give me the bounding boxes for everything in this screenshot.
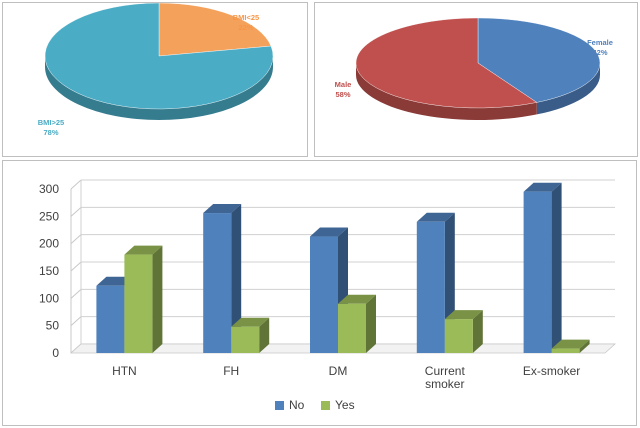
bar-front <box>523 191 552 353</box>
bar-side <box>579 339 590 353</box>
pie-slice-male <box>355 17 538 109</box>
legend-label-yes: Yes <box>335 398 355 412</box>
risk-factor-bar-panel: 0 50 100 150 200 250 300 HTN FH DM Current smoker Ex… <box>2 160 637 426</box>
bar-yes-current-smoker <box>444 310 483 353</box>
grid-diagonal <box>70 179 82 190</box>
pie-slice-bmi-25 <box>158 3 272 57</box>
grid-diagonal <box>70 288 82 299</box>
bar-side <box>366 294 376 353</box>
bar-top <box>231 317 270 327</box>
x-tick-label-fh: FH <box>223 364 239 378</box>
bar-no-fh <box>203 204 242 353</box>
legend-swatch-yes <box>321 401 330 410</box>
y-tick-label: 200 <box>39 237 59 251</box>
y-tick-label: 100 <box>39 291 59 305</box>
pie-side-female <box>536 63 600 115</box>
y-tick-label: 50 <box>46 319 60 333</box>
legend-label-no: No <box>289 398 305 412</box>
legend: No Yes <box>275 398 355 412</box>
bar-front <box>96 285 125 353</box>
bar-yes-fh <box>231 317 270 353</box>
bar-side <box>259 317 270 353</box>
y-tick-label: 250 <box>39 209 59 223</box>
x-tick-label-dm: DM <box>329 364 348 378</box>
x-tick-label-htn: HTN <box>112 364 137 378</box>
bar-front <box>310 236 338 353</box>
pie-pct-female: 42% <box>592 48 607 57</box>
bar-front <box>203 213 232 353</box>
bar-side <box>231 204 242 353</box>
grid-diagonal <box>70 261 82 272</box>
pie-label-male: Male <box>335 80 352 89</box>
pie-pct-male: 58% <box>335 90 350 99</box>
bar-yes-dm <box>338 294 376 353</box>
pie-slice-female <box>477 17 601 103</box>
y-tick-label: 0 <box>52 346 59 360</box>
bar-yes-htn <box>124 245 163 353</box>
grid-diagonal <box>70 206 82 217</box>
bar-yes-ex-smoker <box>551 339 590 353</box>
bar-side <box>152 245 163 353</box>
bar-front <box>551 348 580 353</box>
bar-no-ex-smoker <box>523 182 562 353</box>
y-tick-label: 300 <box>39 182 59 196</box>
x-tick-label-current-smoker: smoker <box>425 377 464 391</box>
grid-diagonal <box>70 316 82 327</box>
pie-label-bmi-25: BMI>25 <box>38 118 64 127</box>
bar-front <box>124 254 153 353</box>
bar-front <box>416 221 445 353</box>
pie-slice-bmi-25 <box>44 3 274 110</box>
legend-swatch-no <box>275 401 284 410</box>
bar-top <box>523 182 562 192</box>
bar-front <box>231 326 260 353</box>
bar-front <box>444 319 473 353</box>
x-tick-label-ex-smoker: Ex-smoker <box>523 364 580 378</box>
bar-top <box>416 212 455 222</box>
bmi-pie-panel: BMI<25 22% BMI>25 78% <box>2 2 308 157</box>
y-tick-label: 150 <box>39 264 59 278</box>
x-tick-label-current-smoker: Current <box>425 364 466 378</box>
pie-label-female: Female <box>587 38 613 47</box>
bar-top <box>124 245 163 255</box>
bar-side <box>472 310 483 353</box>
bar-top <box>444 310 483 320</box>
bar-side <box>551 182 562 353</box>
pie-side-male <box>356 63 537 120</box>
pie-side-bmi-25 <box>45 56 273 120</box>
pie-pct-bmi-25: 78% <box>43 128 58 137</box>
bar-top <box>338 294 376 304</box>
bar-top <box>203 204 242 214</box>
bar-top <box>551 339 590 349</box>
pie-pct-bmi-25: 22% <box>238 23 253 32</box>
grid-diagonal <box>70 234 82 245</box>
bar-front <box>338 303 366 353</box>
pie-label-bmi-25: BMI<25 <box>233 13 259 22</box>
sex-pie-panel: Female 42% Male 58% <box>314 2 638 157</box>
bar-top <box>310 227 348 237</box>
